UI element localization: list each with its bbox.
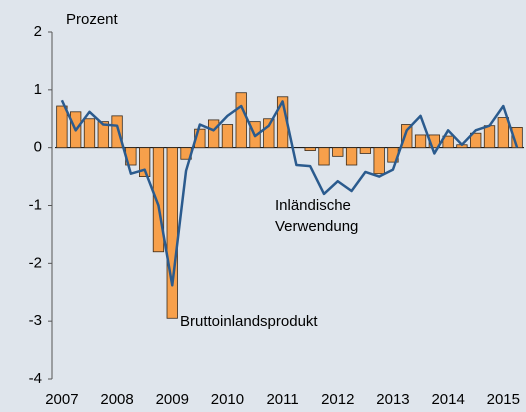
x-tick-label: 2015	[487, 391, 520, 408]
x-tick-label: 2008	[100, 391, 133, 408]
y-tick-label: -2	[29, 254, 42, 271]
bar	[470, 132, 482, 149]
bar	[401, 124, 413, 149]
bar	[442, 135, 454, 149]
bar	[263, 118, 275, 149]
bar	[139, 147, 151, 177]
x-tick-label: 2011	[266, 391, 298, 408]
bar	[83, 118, 96, 149]
x-tick-label: 2014	[431, 391, 464, 408]
y-tick-label: -4	[29, 370, 42, 387]
x-tick-label: 2009	[156, 391, 189, 408]
y-tick-label: 0	[34, 139, 42, 156]
y-tick-label: -3	[29, 312, 42, 329]
bar	[345, 147, 358, 166]
bar	[414, 134, 427, 149]
y-tick-label: 1	[34, 81, 42, 98]
bar	[221, 124, 234, 149]
bar	[359, 147, 372, 154]
x-tick-label: 2013	[376, 391, 409, 408]
series-label: Verwendung	[275, 218, 358, 235]
line	[60, 99, 519, 287]
bar	[373, 147, 385, 175]
bar	[497, 117, 509, 149]
bar	[235, 92, 247, 149]
bar	[207, 119, 220, 149]
bar	[111, 115, 123, 149]
bar	[152, 147, 165, 253]
x-tick-label: 2007	[45, 391, 78, 408]
bar	[97, 121, 109, 149]
x-tick-label: 2010	[211, 391, 244, 408]
y-axis-label: Prozent	[66, 11, 119, 28]
y-tick-label: -1	[29, 196, 42, 213]
x-tick-label: 2012	[321, 391, 354, 408]
bar	[483, 125, 496, 149]
series-label: Bruttoinlandsprodukt	[180, 313, 318, 330]
y-tick-label: 2	[34, 23, 42, 40]
bar	[318, 147, 330, 166]
bar	[304, 147, 316, 151]
series-label: Inländische	[275, 197, 351, 214]
bar	[332, 147, 344, 157]
bar	[56, 105, 68, 149]
bar	[166, 147, 178, 319]
